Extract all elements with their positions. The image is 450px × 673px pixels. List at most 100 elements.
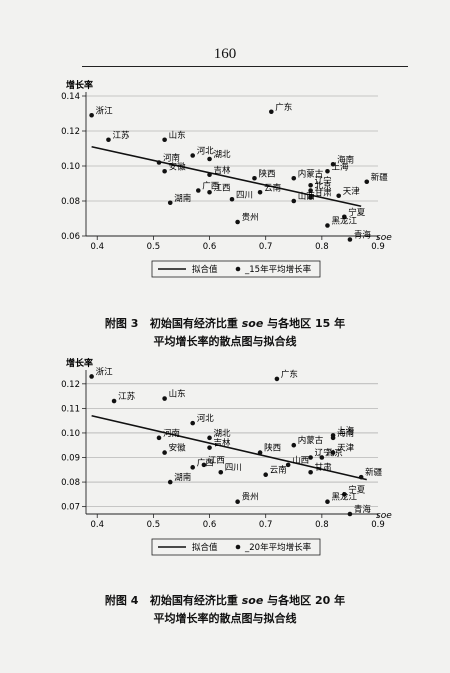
- scatter-chart-15-year: 0.06 0.08 0.10 0.12 0.14 0.4 0.5 0.6 0.7 0.8 0.9 增长…: [61, 79, 392, 278]
- legend-point-swatch: [235, 266, 241, 272]
- point-label: 山西: [292, 455, 309, 466]
- scatter-point: [207, 435, 212, 441]
- scatter-point: [218, 469, 224, 475]
- scatter-point: [308, 195, 313, 200]
- x-axis-label: soe: [376, 511, 392, 521]
- scatter-point: [252, 175, 257, 181]
- point-label: 广西: [197, 457, 214, 468]
- point-label: 北京: [326, 448, 343, 459]
- figure-4-caption-prefix: 附图 4: [104, 594, 139, 607]
- point-label: 广西: [202, 181, 219, 192]
- x-tick-label: 0.6: [203, 242, 217, 252]
- legend-fit-label: 拟合值: [192, 542, 218, 553]
- scatter-point: [162, 168, 167, 174]
- scatter-point: [235, 499, 240, 505]
- point-label: 上海: [337, 425, 355, 436]
- scatter-point: [274, 376, 280, 382]
- point-label: 新疆: [365, 467, 383, 478]
- point-label: 天津: [337, 443, 355, 454]
- scatter-point: [162, 396, 167, 401]
- point-label: 北京: [315, 181, 332, 192]
- x-tick-label: 0.8: [315, 242, 329, 252]
- point-label: 河北: [197, 146, 215, 157]
- point-label: 陕西: [258, 168, 275, 179]
- point-label: 青海: [354, 230, 372, 241]
- point-label: 辽宁: [315, 175, 332, 186]
- scatter-point: [196, 188, 201, 193]
- point-label: 辽宁: [315, 448, 332, 459]
- fit-line: [91, 145, 362, 208]
- y-tick-label: 0.10: [61, 429, 80, 439]
- scatter-point: [190, 420, 195, 426]
- scatter-point: [364, 179, 370, 185]
- figure-4-caption-line2: 平均增长率的散点图与拟合线: [153, 612, 297, 625]
- y-tick-label: 0.08: [61, 478, 80, 488]
- scatter-point: [89, 112, 94, 118]
- y-tick-label: 0.12: [61, 127, 80, 137]
- legend-point-swatch: [235, 544, 241, 550]
- x-tick-label: 0.5: [147, 242, 161, 252]
- point-label: 吉林: [214, 438, 232, 449]
- x-tick-label: 0.9: [371, 242, 385, 252]
- point-label: 海南: [337, 154, 354, 165]
- x-tick-label: 0.4: [90, 520, 104, 530]
- figure-4-caption-soe: soe: [241, 594, 264, 607]
- scatter-point: [347, 511, 353, 517]
- figure-3-caption-text-a: 初始国有经济比重: [149, 317, 242, 330]
- scatter-point: [308, 188, 313, 193]
- point-label: 山西: [298, 191, 315, 202]
- point-label: 天津: [343, 186, 361, 197]
- scatter-point: [89, 374, 94, 379]
- point-label: 青海: [354, 504, 372, 515]
- scatter-point: [325, 168, 330, 174]
- point-label: 江苏: [118, 391, 136, 402]
- figure-3-caption-line1: 附图 3 初始国有经济比重 soe 与各地区 15 年: [0, 315, 450, 333]
- y-tick-label: 0.08: [61, 197, 80, 207]
- scatter-point: [207, 445, 212, 450]
- figure-4-caption-line1: 附图 4 初始国有经济比重 soe 与各地区 20 年: [0, 592, 450, 610]
- scatter-point: [167, 479, 173, 485]
- point-label: 河南: [163, 428, 180, 439]
- scatter-point: [190, 465, 195, 470]
- y-tick-label: 0.06: [61, 232, 80, 242]
- figure-3-caption: 附图 3 初始国有经济比重 soe 与各地区 15 年 平均增长率的散点图与拟合…: [0, 315, 450, 351]
- scatter-point: [106, 137, 111, 143]
- scatter-point: [285, 462, 291, 468]
- point-label: 湖北: [214, 429, 232, 439]
- figure-3-caption-prefix: 附图 3: [104, 317, 139, 330]
- scatter-point: [207, 189, 212, 195]
- point-label: 云南: [264, 182, 281, 193]
- legend-fit-label: 拟合值: [192, 264, 218, 275]
- scatter-point: [257, 189, 263, 195]
- point-label: 上海: [331, 161, 349, 172]
- y-tick-label: 0.11: [61, 404, 80, 414]
- point-label: 广东: [281, 369, 298, 380]
- scatter-point: [162, 137, 167, 143]
- scatter-point: [342, 492, 347, 497]
- scatter-point: [336, 193, 341, 199]
- scatter-point: [347, 237, 353, 242]
- point-label: 贵州: [242, 492, 259, 503]
- point-label: 海南: [337, 428, 354, 439]
- scatter-point: [291, 198, 297, 204]
- point-label: 江西: [208, 456, 225, 466]
- y-tick-label: 0.10: [61, 162, 80, 172]
- point-label: 云南: [270, 465, 287, 476]
- figure-4-caption-text-a: 初始国有经济比重: [149, 594, 242, 607]
- scatter-point: [325, 499, 330, 505]
- fit-line: [91, 414, 367, 481]
- point-label: 安徽: [169, 161, 187, 172]
- scatter-point: [167, 200, 173, 206]
- point-label: 湖南: [174, 193, 191, 204]
- point-label: 湖北: [214, 150, 232, 160]
- scatter-point: [319, 455, 325, 460]
- point-label: 黑龙江: [331, 492, 357, 503]
- scatter-point: [263, 472, 268, 478]
- point-label: 宁夏: [348, 484, 366, 495]
- x-axis-label: soe: [376, 233, 392, 243]
- point-label: 江苏: [112, 130, 130, 141]
- legend-point-label: _20年平均增长率: [244, 542, 312, 553]
- point-label: 黑龙江: [331, 216, 357, 227]
- point-label: 江西: [214, 183, 231, 193]
